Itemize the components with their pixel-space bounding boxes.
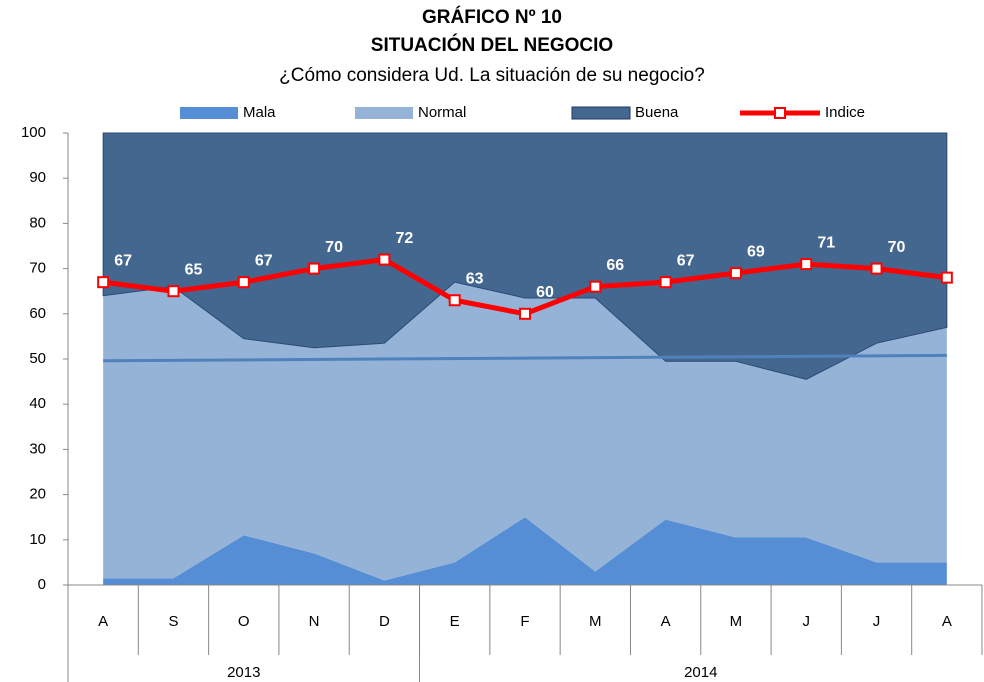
y-tick-label: 90 — [29, 169, 46, 186]
x-tick-label: A — [98, 613, 108, 630]
chart-title: GRÁFICO Nº 10 — [422, 6, 562, 28]
y-tick-label: 50 — [29, 350, 46, 367]
y-tick-label: 60 — [29, 305, 46, 322]
value-label: 67 — [677, 252, 695, 269]
value-label: 70 — [325, 239, 343, 256]
x-tick-label: J — [873, 613, 881, 630]
legend-label: Mala — [243, 104, 276, 121]
x-tick-label: A — [661, 613, 671, 630]
x-tick-label: M — [589, 613, 602, 630]
index-marker — [519, 307, 531, 320]
legend-label: Indice — [825, 104, 865, 121]
index-marker — [167, 285, 180, 298]
value-label: 69 — [747, 243, 765, 260]
x-tick-label: N — [309, 613, 320, 630]
x-tick-label: E — [450, 613, 460, 630]
value-label: 70 — [888, 239, 906, 256]
x-tick-label: F — [520, 613, 529, 630]
legend-swatch — [571, 106, 631, 120]
y-tick-label: 0 — [38, 576, 46, 593]
x-tick-label: S — [168, 613, 178, 630]
y-tick-label: 10 — [29, 531, 46, 548]
chart-question: ¿Cómo considera Ud. La situación de su n… — [279, 65, 705, 86]
index-marker — [729, 267, 742, 280]
value-label: 60 — [536, 284, 554, 301]
y-tick-label: 100 — [21, 124, 46, 141]
index-marker — [940, 271, 953, 284]
x-tick-label: A — [942, 613, 952, 630]
value-label: 67 — [114, 252, 132, 269]
value-label: 63 — [466, 270, 484, 287]
chart-subtitle: SITUACIÓN DEL NEGOCIO — [371, 34, 613, 56]
value-label: 66 — [606, 257, 624, 274]
trendline — [103, 353, 947, 363]
index-marker — [448, 294, 461, 307]
y-tick-label: 40 — [29, 395, 46, 412]
area — [103, 282, 947, 581]
value-label: 67 — [255, 252, 273, 269]
index-marker — [659, 276, 672, 289]
index-marker — [308, 262, 321, 275]
group-label: 2014 — [684, 664, 717, 681]
index-marker — [97, 276, 110, 289]
x-tick-label: M — [730, 613, 743, 630]
x-tick-label: D — [379, 613, 390, 630]
index-marker — [237, 276, 250, 289]
y-tick-label: 30 — [29, 440, 46, 457]
y-tick-label: 20 — [29, 486, 46, 503]
area — [103, 517, 947, 585]
x-tick-label: O — [238, 613, 250, 630]
index-marker — [589, 280, 602, 293]
legend-marker — [774, 107, 786, 119]
legend-swatch — [180, 107, 238, 119]
value-label: 71 — [817, 234, 835, 251]
group-label: 2013 — [227, 664, 260, 681]
value-label: 72 — [395, 230, 413, 247]
value-label: 68 — [958, 248, 976, 265]
legend-label: Buena — [635, 104, 679, 121]
x-tick-label: J — [802, 613, 810, 630]
legend-label: Normal — [418, 104, 466, 121]
index-marker — [378, 253, 391, 266]
y-tick-label: 80 — [29, 214, 46, 231]
value-label: 65 — [185, 261, 203, 278]
index-marker — [870, 262, 883, 275]
area — [102, 132, 948, 380]
legend-swatch — [355, 107, 413, 119]
y-tick-label: 70 — [29, 260, 46, 277]
index-marker — [800, 258, 813, 271]
